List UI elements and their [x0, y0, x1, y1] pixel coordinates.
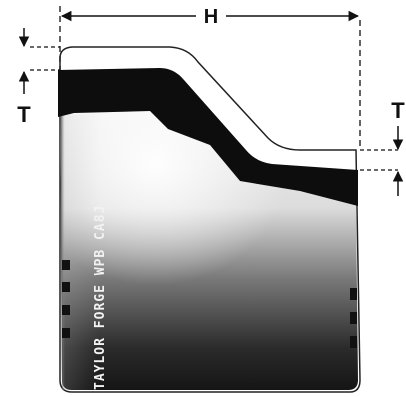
- wall-band: [58, 68, 358, 206]
- body-left-shade: [60, 114, 100, 390]
- outer-outline: [59, 46, 361, 393]
- body-highlight: [60, 110, 358, 380]
- right-edge-stripes: [350, 288, 357, 348]
- reference-lines: [30, 6, 398, 171]
- left-edge-stripes: [62, 260, 70, 338]
- h-label: H: [204, 6, 218, 28]
- manufacturer-stamp: TAYLOR FORGE WPB CA8J: [93, 205, 108, 390]
- t-left-label: T: [17, 102, 31, 127]
- t-right-label: T: [391, 98, 405, 123]
